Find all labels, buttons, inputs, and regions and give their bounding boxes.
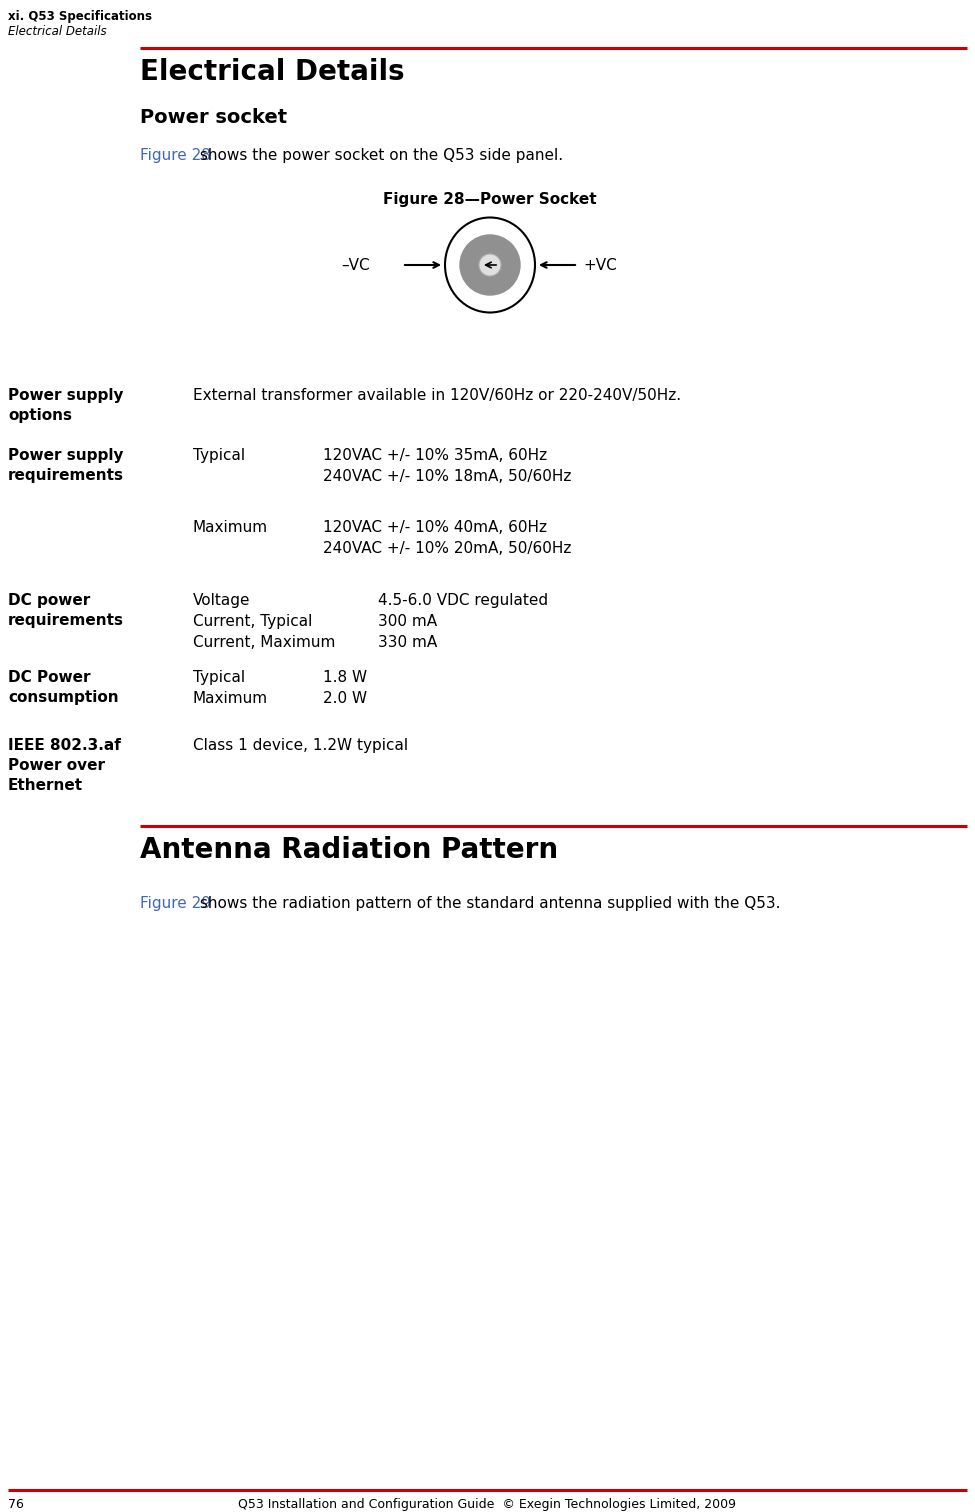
Text: IEEE 802.3.af
Power over
Ethernet: IEEE 802.3.af Power over Ethernet bbox=[8, 738, 121, 792]
Text: Figure 28: Figure 28 bbox=[140, 148, 211, 163]
Text: Maximum: Maximum bbox=[193, 520, 268, 535]
Text: Power supply
requirements: Power supply requirements bbox=[8, 448, 124, 482]
Circle shape bbox=[460, 234, 520, 295]
Text: Electrical Details: Electrical Details bbox=[8, 26, 106, 38]
Text: 76: 76 bbox=[8, 1498, 23, 1510]
Text: shows the radiation pattern of the standard antenna supplied with the Q53.: shows the radiation pattern of the stand… bbox=[195, 897, 781, 912]
Circle shape bbox=[479, 254, 501, 277]
Text: Power supply
options: Power supply options bbox=[8, 389, 124, 423]
Text: Figure 28—Power Socket: Figure 28—Power Socket bbox=[383, 192, 597, 207]
Text: 4.5-6.0 VDC regulated
300 mA
330 mA: 4.5-6.0 VDC regulated 300 mA 330 mA bbox=[378, 593, 548, 650]
Text: DC power
requirements: DC power requirements bbox=[8, 593, 124, 627]
Text: Voltage
Current, Typical
Current, Maximum: Voltage Current, Typical Current, Maximu… bbox=[193, 593, 335, 650]
Text: Figure 29: Figure 29 bbox=[140, 897, 211, 912]
Text: 1.8 W
2.0 W: 1.8 W 2.0 W bbox=[323, 670, 368, 706]
Text: –VC: –VC bbox=[341, 257, 370, 272]
Text: Antenna Radiation Pattern: Antenna Radiation Pattern bbox=[140, 836, 558, 863]
Text: Q53 Installation and Configuration Guide  © Exegin Technologies Limited, 2009: Q53 Installation and Configuration Guide… bbox=[239, 1498, 736, 1510]
Text: Power socket: Power socket bbox=[140, 107, 287, 127]
Text: +VC: +VC bbox=[583, 257, 617, 272]
Text: xi. Q53 Specifications: xi. Q53 Specifications bbox=[8, 11, 152, 23]
Text: shows the power socket on the Q53 side panel.: shows the power socket on the Q53 side p… bbox=[195, 148, 564, 163]
Text: Typical
Maximum: Typical Maximum bbox=[193, 670, 268, 706]
Text: Typical: Typical bbox=[193, 448, 245, 463]
Text: Class 1 device, 1.2W typical: Class 1 device, 1.2W typical bbox=[193, 738, 409, 753]
Text: Electrical Details: Electrical Details bbox=[140, 57, 405, 86]
Ellipse shape bbox=[445, 218, 535, 313]
Text: 120VAC +/- 10% 35mA, 60Hz
240VAC +/- 10% 18mA, 50/60Hz: 120VAC +/- 10% 35mA, 60Hz 240VAC +/- 10%… bbox=[323, 448, 571, 484]
Text: External transformer available in 120V/60Hz or 220-240V/50Hz.: External transformer available in 120V/6… bbox=[193, 389, 682, 404]
Text: 120VAC +/- 10% 40mA, 60Hz
240VAC +/- 10% 20mA, 50/60Hz: 120VAC +/- 10% 40mA, 60Hz 240VAC +/- 10%… bbox=[323, 520, 571, 556]
Text: DC Power
consumption: DC Power consumption bbox=[8, 670, 119, 705]
